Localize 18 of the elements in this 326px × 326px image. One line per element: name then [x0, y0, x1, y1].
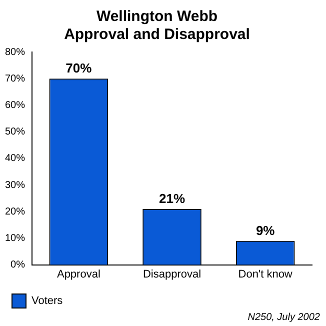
data-label: 21%: [158, 191, 186, 206]
chart-title: Wellington Webb Approval and Disapproval: [64, 8, 250, 44]
x-tick-label: Disapproval: [142, 268, 202, 280]
x-tick-label: Approval: [56, 268, 100, 280]
y-tick-label: 30%: [5, 180, 26, 191]
y-tick-label: 10%: [5, 232, 26, 244]
y-tick-label: 80%: [5, 46, 26, 58]
y-tick-label: 60%: [5, 100, 26, 111]
data-label: 70%: [66, 60, 92, 76]
y-tick-label: 70%: [5, 73, 26, 84]
legend-label: Voters: [32, 295, 64, 308]
y-tick-label: 50%: [5, 126, 26, 138]
y-tick-label: 20%: [5, 206, 26, 218]
data-label: 9%: [256, 222, 276, 238]
x-tick-label: Don't know: [238, 268, 292, 280]
y-tick-label: 40%: [5, 153, 26, 164]
text: N250, July 2002: [248, 312, 320, 323]
y-tick-label: 0%: [10, 260, 26, 271]
